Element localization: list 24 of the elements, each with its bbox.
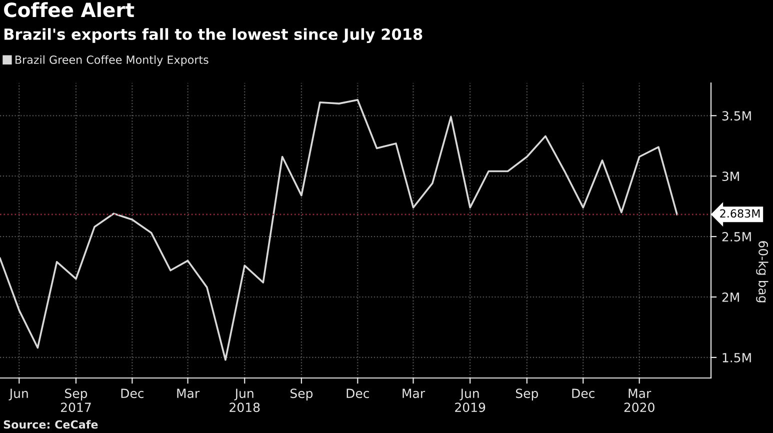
x-tick-label: Jun 2019 (455, 388, 486, 412)
y-tick-label: 1.5M (722, 353, 751, 362)
x-tick-label: Mar (177, 388, 200, 398)
x-tick-label: Mar (402, 388, 426, 398)
x-tick-label: Dec (346, 388, 369, 398)
y-tick-label: 3M (722, 172, 739, 182)
x-tick-label: Sep 2017 (60, 388, 91, 412)
x-tick-label: Mar 2020 (624, 388, 654, 412)
chart-subtitle: Brazil's exports fall to the lowest since July 2018 (4, 28, 422, 44)
x-tick-label: Jun (8, 388, 28, 400)
source-note: Source: CeCafe (4, 420, 98, 429)
ref-line-label: 2.683M (720, 209, 760, 218)
x-tick-label: Dec (572, 388, 594, 398)
y-axis-title: 60-kg bag (756, 241, 768, 302)
line-series (0, 99, 678, 361)
x-tick-label: Jun 2018 (230, 388, 260, 412)
y-tick-label: 2.5M (722, 232, 751, 242)
legend-label: Brazil Green Coffee Montly Exports (16, 55, 208, 66)
x-tick-label: Sep (516, 388, 538, 401)
x-tick-label: Dec (121, 388, 144, 398)
chart-title: Coffee Alert (4, 2, 134, 18)
y-tick-label: 2M (722, 292, 739, 302)
x-tick-label: Sep (290, 388, 313, 401)
y-tick-label: 3.5M (722, 111, 751, 121)
